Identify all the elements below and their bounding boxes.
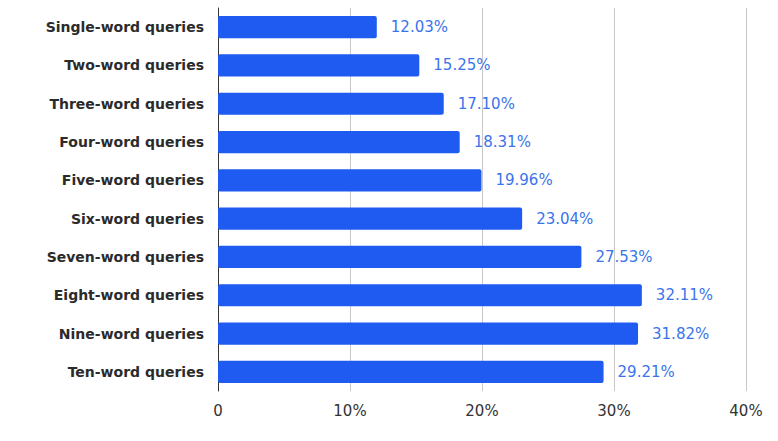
svg-text:Three-word queries: Three-word queries	[49, 96, 204, 112]
svg-text:12.03%: 12.03%	[391, 18, 448, 36]
svg-text:0: 0	[213, 402, 223, 420]
svg-text:Two-word queries: Two-word queries	[64, 57, 204, 73]
svg-text:Four-word queries: Four-word queries	[59, 134, 204, 150]
svg-text:18.31%: 18.31%	[474, 133, 531, 151]
svg-text:Six-word queries: Six-word queries	[71, 211, 204, 227]
svg-text:15.25%: 15.25%	[433, 56, 490, 74]
svg-text:Seven-word queries: Seven-word queries	[47, 249, 204, 265]
svg-text:31.82%: 31.82%	[652, 325, 709, 343]
svg-text:Single-word queries: Single-word queries	[46, 19, 204, 35]
svg-text:20%: 20%	[465, 402, 498, 420]
svg-text:Nine-word queries: Nine-word queries	[59, 326, 204, 342]
svg-text:17.10%: 17.10%	[458, 95, 515, 113]
svg-text:30%: 30%	[597, 402, 630, 420]
svg-text:40%: 40%	[729, 402, 762, 420]
svg-text:23.04%: 23.04%	[536, 210, 593, 228]
svg-text:Eight-word queries: Eight-word queries	[54, 287, 204, 303]
svg-text:32.11%: 32.11%	[656, 286, 713, 304]
svg-text:27.53%: 27.53%	[595, 248, 652, 266]
svg-text:Five-word queries: Five-word queries	[62, 172, 204, 188]
svg-text:19.96%: 19.96%	[495, 171, 552, 189]
svg-text:29.21%: 29.21%	[618, 363, 675, 381]
svg-text:Ten-word queries: Ten-word queries	[68, 364, 204, 380]
svg-text:10%: 10%	[333, 402, 366, 420]
